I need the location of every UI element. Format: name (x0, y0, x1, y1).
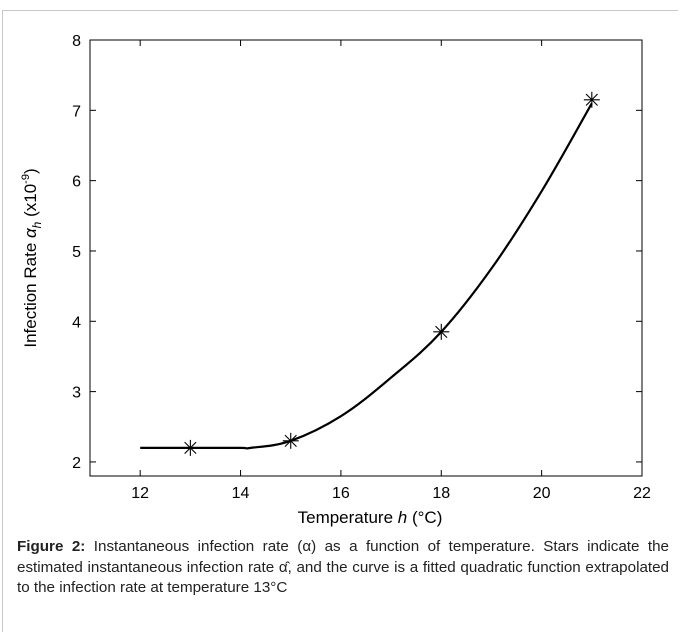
estimated-point-star (282, 432, 299, 449)
caption-text: Instantaneous infection rate (α) as a fu… (17, 538, 670, 596)
fitted-curve (140, 102, 593, 450)
y-tick-label: 4 (72, 314, 81, 331)
estimated-point-star (433, 323, 450, 340)
x-tick-label: 22 (633, 485, 651, 502)
y-tick-labels: 2 3 4 5 6 7 8 (72, 33, 81, 472)
x-tick-label: 16 (332, 485, 350, 502)
plot-area (89, 39, 643, 477)
y-tick-label: 2 (72, 455, 81, 472)
x-tick-label: 12 (131, 485, 149, 502)
estimated-point-star (182, 439, 199, 456)
y-tick-label: 7 (72, 103, 81, 120)
figure-caption: Figure 2: Instantaneous infection rate (… (17, 537, 669, 599)
y-tick-label: 3 (72, 385, 81, 402)
figure-frame (2, 10, 678, 632)
x-axis-label: Temperature h (°C) (298, 508, 443, 527)
estimated-point-star (583, 91, 600, 108)
y-tick-label: 5 (72, 244, 81, 261)
y-axis-label: Infection Rate αh (x10-9) (20, 168, 44, 347)
x-tick-label: 20 (533, 485, 551, 502)
y-tick-label: 8 (72, 33, 81, 50)
y-tick-label: 6 (72, 174, 81, 191)
caption-label: Figure 2: (17, 538, 86, 555)
axis-ticks (90, 39, 643, 476)
series-layer (140, 91, 600, 456)
x-tick-label: 18 (432, 485, 450, 502)
x-tick-label: 14 (232, 485, 250, 502)
x-tick-labels: 12 14 16 18 20 22 (131, 485, 651, 502)
